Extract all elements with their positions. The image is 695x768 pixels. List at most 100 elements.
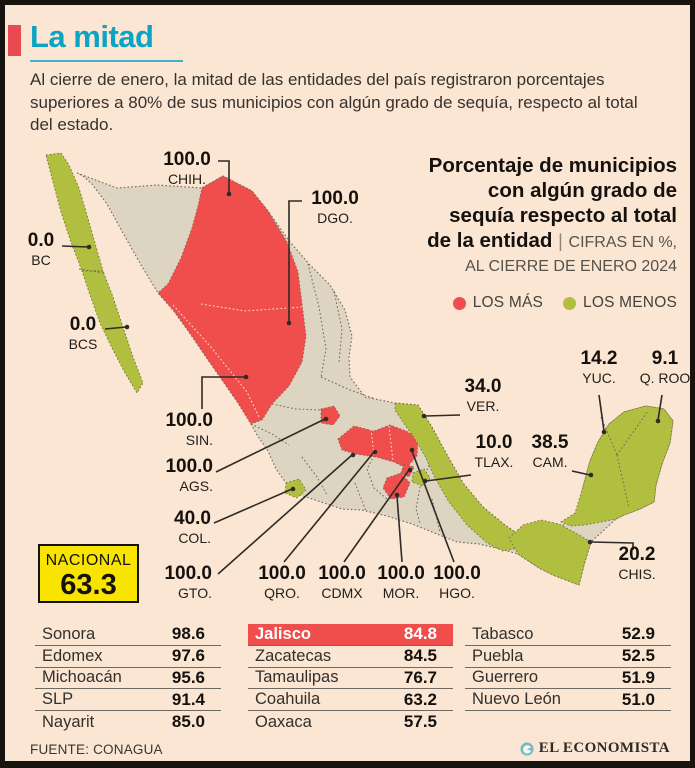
page-title: La mitad	[30, 19, 154, 54]
map-label-state: VER.	[466, 398, 500, 414]
state-name: Guerrero	[472, 668, 539, 687]
map-label-value: 38.5	[531, 432, 569, 453]
state-value: 91.4	[171, 689, 205, 709]
state-region-yucatan-peninsula	[560, 405, 674, 527]
legend-items: LOS MÁS LOS MENOS	[377, 294, 677, 312]
table-row: Edomex 97.6	[35, 646, 221, 668]
state-value: 97.6	[171, 646, 205, 666]
map-label-value: 9.1	[651, 348, 679, 369]
mexico-map	[45, 152, 674, 586]
map-label-value: 20.2	[618, 544, 656, 565]
map-label-state: CHIS.	[618, 566, 656, 582]
el-economista-icon	[520, 742, 534, 755]
map-label-state: BC	[31, 252, 51, 268]
table-row: Zacatecas 84.5	[248, 646, 453, 668]
brand-name: EL ECONOMISTA	[538, 740, 670, 756]
state-region-gto-qro-hgo	[337, 424, 419, 469]
legend-dot-icon	[563, 296, 577, 310]
source-note: FUENTE: CONAGUA	[30, 742, 163, 757]
map-label-state: HGO.	[439, 585, 475, 601]
table-column-3: Tabasco 52.9 Puebla 52.5 Guerrero 51.9 Nuevo L…	[465, 624, 671, 712]
state-cdmx	[400, 463, 415, 478]
state-name: Tamaulipas	[255, 668, 339, 687]
state-value: 84.8	[403, 624, 437, 644]
map-label-cam: 38.5 CAM.	[525, 432, 575, 471]
map-label-value: 100.0	[165, 410, 213, 431]
state-name: Sonora	[42, 624, 96, 643]
red-internal-borders	[172, 303, 303, 418]
table-row: Coahuila 63.2	[248, 689, 453, 712]
map-label-state: GTO.	[178, 585, 212, 601]
map-label-value: 100.0	[318, 563, 366, 584]
map-label-state: CHIH.	[167, 171, 207, 187]
map-label-qro: 100.0 QRO.	[255, 563, 309, 602]
title-underline	[30, 60, 183, 62]
map-label-state: Q. ROO	[639, 370, 691, 386]
table-row: Oaxaca 57.5	[248, 711, 453, 733]
table-row: Puebla 52.5	[465, 646, 671, 668]
map-label-value: 100.0	[164, 563, 212, 584]
state-name: Jalisco	[255, 624, 311, 643]
map-label-ver: 34.0 VER.	[459, 376, 507, 415]
peninsula-internal-borders	[78, 268, 649, 509]
legend-title-line: Porcentaje de municipios	[428, 154, 677, 177]
map-label-value: 40.0	[174, 508, 211, 529]
state-value: 85.0	[171, 712, 205, 732]
legend-title-line: de la entidad | CIFRAS EN %,	[377, 228, 677, 255]
state-chiapas	[508, 519, 592, 586]
state-name: Nayarit	[42, 712, 95, 731]
map-label-state: MOR.	[382, 585, 420, 601]
rank-table: Sonora 98.6 Edomex 97.6 Michoacán 95.6 SLP 91.4…	[5, 624, 690, 736]
title-accent-bar	[8, 25, 21, 56]
map-label-state: SIN.	[185, 432, 213, 448]
map-label-bcs: 0.0 BCS	[63, 315, 103, 353]
state-value: 63.2	[403, 689, 437, 709]
state-value: 52.9	[621, 624, 655, 644]
table-row: Tamaulipas 76.7	[248, 668, 453, 690]
state-name: Nuevo León	[472, 690, 561, 709]
map-legend: Porcentaje de municipios con algún grado…	[377, 153, 677, 312]
map-label-bc: 0.0 BC	[21, 230, 61, 269]
map-label-state: QRO.	[264, 585, 300, 601]
table-row: Nuevo León 51.0	[465, 689, 671, 712]
map-label-tlax: 10.0 TLAX.	[469, 432, 519, 471]
map-label-state: DGO.	[317, 210, 353, 226]
state-value: 52.5	[621, 646, 655, 666]
map-label-state: CDMX	[321, 585, 363, 601]
table-row: Guerrero 51.9	[465, 668, 671, 690]
legend-title-line: con algún grado de	[487, 179, 677, 202]
state-value: 84.5	[403, 646, 437, 666]
map-label-value: 14.2	[580, 348, 618, 369]
state-name: Zacatecas	[255, 646, 332, 665]
state-baja-california	[45, 152, 104, 272]
map-label-state: CAM.	[532, 454, 568, 470]
state-value: 76.7	[403, 667, 437, 687]
map-label-value: 34.0	[464, 376, 502, 397]
table-column-2: Jalisco 84.8 Zacatecas 84.5 Tamaulipas 76.7 Co…	[248, 624, 453, 733]
map-label-value: 0.0	[27, 230, 55, 251]
legend-item-label: LOS MENOS	[583, 294, 677, 311]
map-label-value: 100.0	[165, 456, 213, 477]
map-label-value: 100.0	[258, 563, 306, 584]
map-label-col: 40.0 COL.	[163, 508, 211, 547]
map-label-yuc: 14.2 YUC.	[575, 348, 623, 387]
state-region-chih-dgo-sin	[157, 175, 307, 425]
map-label-value: 100.0	[433, 563, 481, 584]
map-label-state: TLAX.	[474, 454, 514, 470]
state-name: Puebla	[472, 646, 524, 665]
map-label-qroo: 9.1 Q. ROO	[638, 348, 691, 387]
table-column-1: Sonora 98.6 Edomex 97.6 Michoacán 95.6 SLP 91.4…	[35, 624, 221, 733]
map-label-value: 10.0	[475, 432, 513, 453]
state-value: 51.0	[621, 689, 655, 709]
table-row: SLP 91.4	[35, 689, 221, 712]
table-row-highlighted: Jalisco 84.8	[248, 624, 453, 646]
table-row: Michoacán 95.6	[35, 668, 221, 690]
map-label-state: AGS.	[179, 478, 213, 494]
brand-logo: EL ECONOMISTA	[520, 740, 670, 757]
map-label-dgo: 100.0 DGO.	[306, 189, 364, 227]
cluster-internal-borders	[370, 425, 394, 462]
legend-item-label: LOS MÁS	[472, 294, 544, 311]
legend-subtitle: AL CIERRE DE ENERO 2024	[465, 258, 677, 275]
map-label-gto: 100.0 GTO.	[158, 563, 212, 602]
